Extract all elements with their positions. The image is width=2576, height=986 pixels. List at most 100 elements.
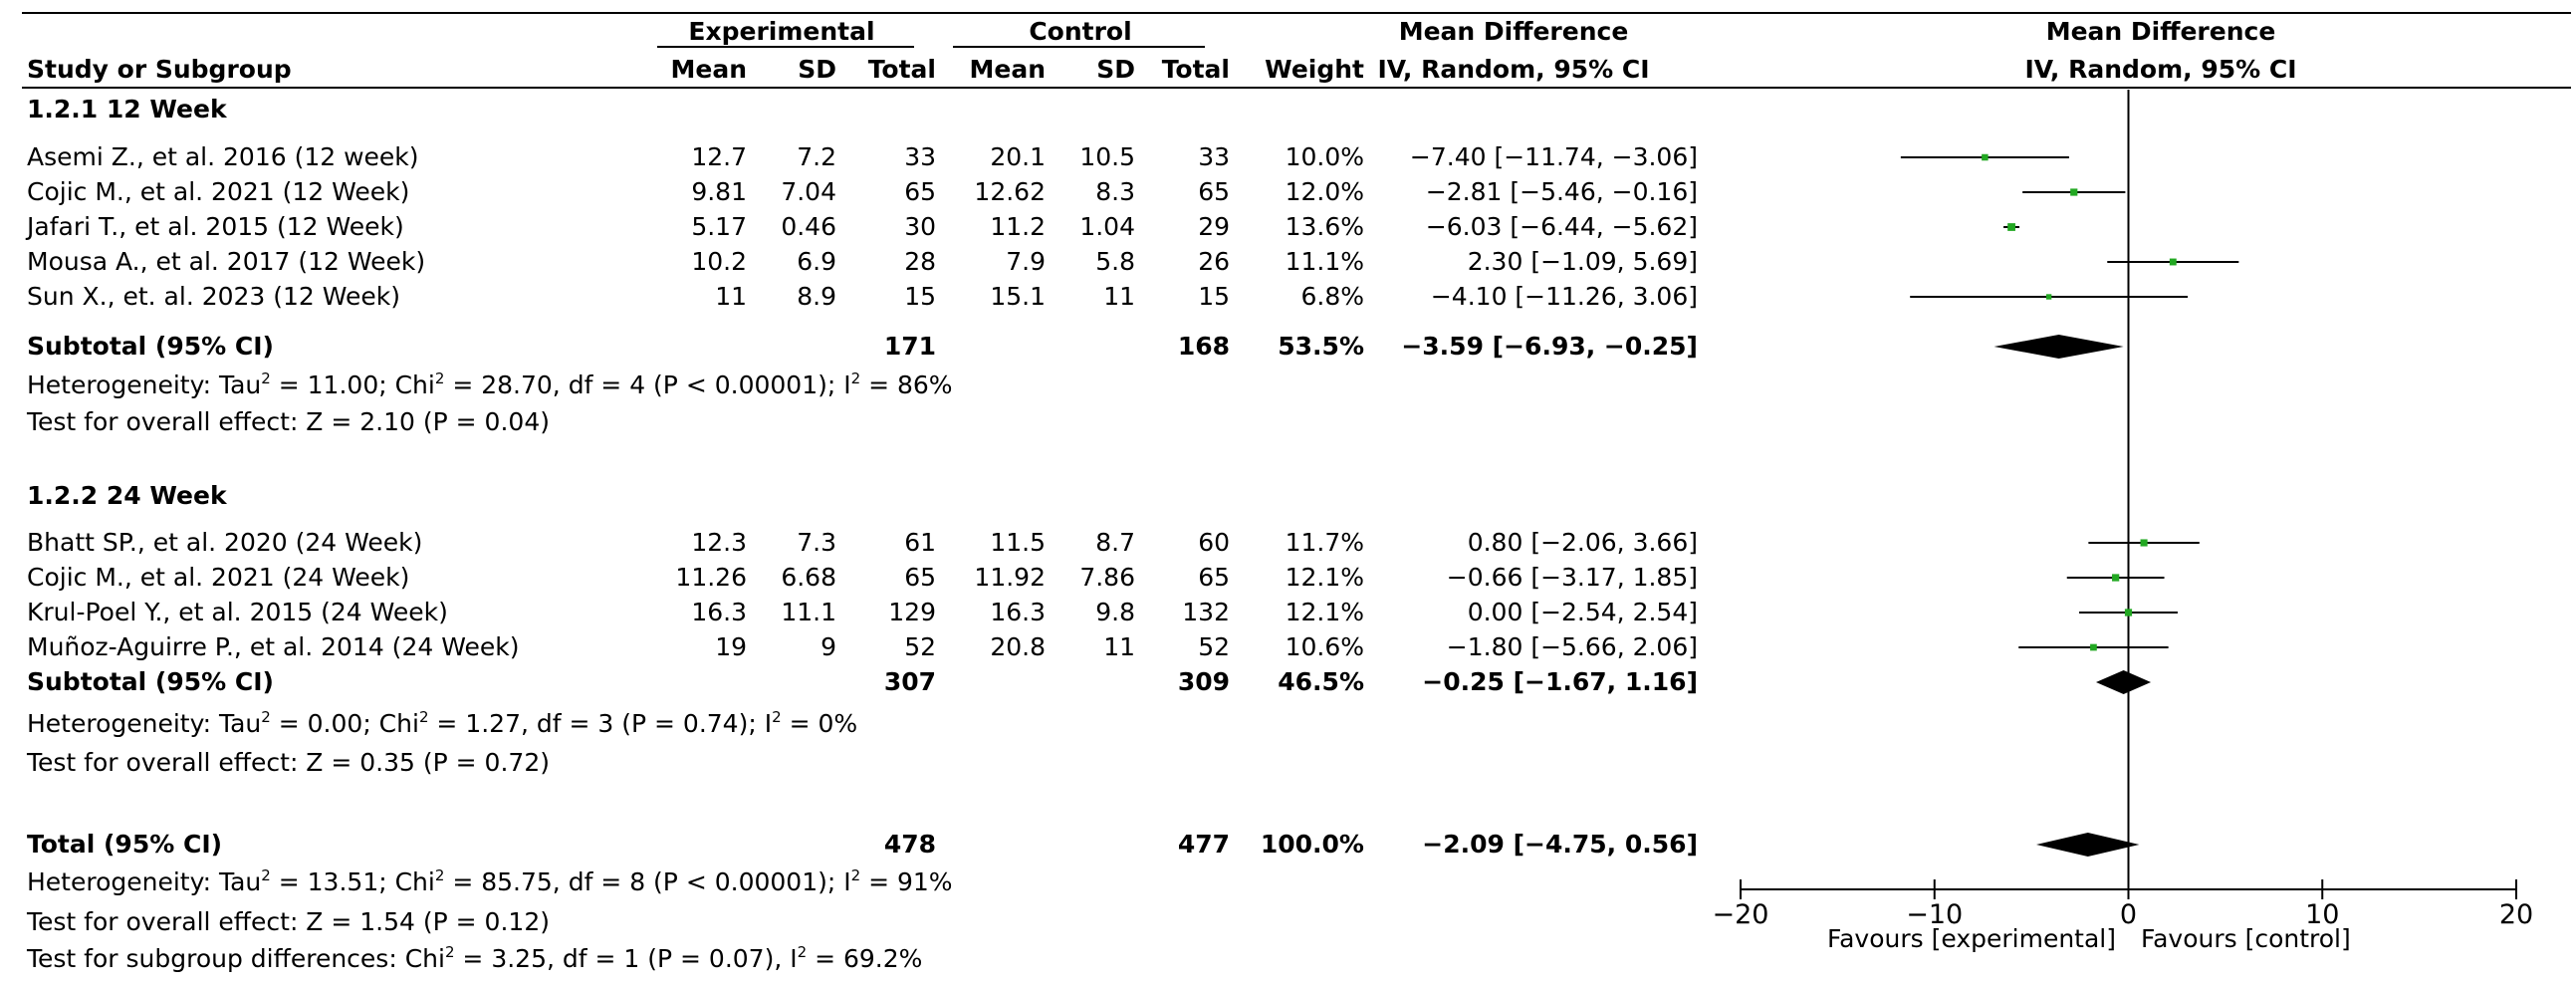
control-header: Control [1029, 17, 1132, 46]
exp-total: 30 [904, 212, 936, 241]
exp-sd: 7.04 [781, 177, 836, 206]
ctl-sd: 5.8 [1095, 247, 1135, 276]
study-weight: 11.7% [1285, 528, 1364, 557]
overall-effect-total: Test for overall effect: Z = 1.54 (P = 0… [27, 907, 550, 936]
x-tick-label: 10 [2305, 899, 2339, 930]
ctl-mean: 20.1 [990, 142, 1046, 171]
study-point [1982, 153, 1989, 161]
ctl-total: 65 [1198, 563, 1230, 592]
ctl-sd-header: SD [1096, 55, 1135, 84]
exp-sd-header: SD [798, 55, 836, 84]
heterogeneity-total: Heterogeneity: Tau2 = 13.51; Chi2 = 85.7… [27, 866, 953, 896]
ctl-sd: 7.86 [1079, 563, 1135, 592]
md-header-method: IV, Random, 95% CI [1377, 55, 1650, 84]
study-weight: 12.1% [1285, 563, 1364, 592]
study-ci: −6.03 [−6.44, −5.62] [1425, 212, 1698, 241]
study-name: Cojic M., et al. 2021 (24 Week) [27, 563, 410, 592]
ctl-sd: 11 [1103, 282, 1135, 311]
control-underline [953, 46, 1205, 48]
study-point [2090, 643, 2097, 651]
study-ci: −0.66 [−3.17, 1.85] [1446, 563, 1698, 592]
experimental-underline [657, 46, 914, 48]
exp-sd: 0.46 [781, 212, 836, 241]
exp-mean: 12.3 [691, 528, 747, 557]
study-name: Jafari T., et al. 2015 (12 Week) [27, 212, 404, 241]
ctl-total: 132 [1182, 598, 1230, 626]
study-weight: 12.0% [1285, 177, 1364, 206]
x-tick-label: 0 [2120, 899, 2137, 930]
total-label: Total (95% CI) [27, 830, 223, 859]
pooled-diamond [2035, 833, 2140, 857]
plot-header-method: IV, Random, 95% CI [2024, 55, 2297, 84]
exp-total: 28 [904, 247, 936, 276]
ctl-total: 60 [1198, 528, 1230, 557]
total-exp-total: 478 [883, 830, 936, 859]
study-weight: 11.1% [1285, 247, 1364, 276]
ctl-total: 52 [1198, 632, 1230, 661]
study-ci: 0.00 [−2.54, 2.54] [1467, 598, 1698, 626]
subtotal-label: Subtotal (95% CI) [27, 667, 274, 696]
ctl-total-header: Total [1161, 55, 1230, 84]
study-point [2007, 223, 2015, 231]
study-name: Muñoz-Aguirre P., et al. 2014 (24 Week) [27, 632, 520, 661]
x-tick-label: −20 [1713, 899, 1769, 930]
overall-effect-24-week: Test for overall effect: Z = 0.35 (P = 0… [27, 748, 550, 777]
exp-mean: 10.2 [691, 247, 747, 276]
ctl-mean: 11.2 [990, 212, 1046, 241]
study-name: Krul-Poel Y., et al. 2015 (24 Week) [27, 598, 448, 626]
exp-sd: 6.9 [797, 247, 836, 276]
exp-mean-header: Mean [670, 55, 747, 84]
ctl-sd: 1.04 [1079, 212, 1135, 241]
ctl-mean: 15.1 [990, 282, 1046, 311]
subtotal-weight: 46.5% [1278, 667, 1364, 696]
top-rule [22, 12, 2571, 14]
favours-experimental-label: Favours [experimental] [1827, 924, 2116, 953]
total-ctl-total: 477 [1177, 830, 1230, 859]
weight-header: Weight [1265, 55, 1364, 84]
exp-total: 33 [904, 142, 936, 171]
overall-effect-12-week: Test for overall effect: Z = 2.10 (P = 0… [27, 407, 550, 436]
ctl-mean: 7.9 [1006, 247, 1046, 276]
exp-mean: 16.3 [691, 598, 747, 626]
ctl-total: 29 [1198, 212, 1230, 241]
study-name: Cojic M., et al. 2021 (12 Week) [27, 177, 410, 206]
study-column-header: Study or Subgroup [27, 55, 292, 84]
exp-mean: 11.26 [675, 563, 747, 592]
exp-total: 65 [904, 177, 936, 206]
favours-control-label: Favours [control] [2141, 924, 2351, 953]
study-weight: 13.6% [1285, 212, 1364, 241]
heterogeneity-24-week: Heterogeneity: Tau2 = 0.00; Chi2 = 1.27,… [27, 708, 858, 738]
subtotal-ci: −3.59 [−6.93, −0.25] [1401, 332, 1698, 361]
subtotal-weight: 53.5% [1278, 332, 1364, 361]
exp-total: 65 [904, 563, 936, 592]
ctl-sd: 9.8 [1095, 598, 1135, 626]
study-ci: −7.40 [−11.74, −3.06] [1409, 142, 1698, 171]
exp-mean: 12.7 [691, 142, 747, 171]
ctl-total: 33 [1198, 142, 1230, 171]
subtotal-ctl-total: 309 [1177, 667, 1230, 696]
subtotal-ci: −0.25 [−1.67, 1.16] [1422, 667, 1698, 696]
study-ci: 2.30 [−1.09, 5.69] [1467, 247, 1698, 276]
exp-mean: 11 [715, 282, 747, 311]
ctl-total: 26 [1198, 247, 1230, 276]
subtotal-exp-total: 171 [883, 332, 936, 361]
study-name: Asemi Z., et al. 2016 (12 week) [27, 142, 419, 171]
ctl-mean: 12.62 [974, 177, 1046, 206]
study-weight: 6.8% [1300, 282, 1364, 311]
exp-sd: 9 [820, 632, 836, 661]
ctl-mean: 11.92 [974, 563, 1046, 592]
subgroup-differences: Test for subgroup differences: Chi2 = 3.… [27, 943, 923, 973]
exp-sd: 7.2 [797, 142, 836, 171]
study-name: Mousa A., et al. 2017 (12 Week) [27, 247, 426, 276]
exp-total: 52 [904, 632, 936, 661]
subtotal-label: Subtotal (95% CI) [27, 332, 274, 361]
experimental-header: Experimental [688, 17, 875, 46]
exp-sd: 6.68 [781, 563, 836, 592]
exp-mean: 9.81 [691, 177, 747, 206]
exp-total-header: Total [867, 55, 936, 84]
heterogeneity-12-week: Heterogeneity: Tau2 = 11.00; Chi2 = 28.7… [27, 370, 953, 399]
group-label-24-week: 1.2.2 24 Week [27, 481, 227, 510]
study-name: Bhatt SP., et al. 2020 (24 Week) [27, 528, 423, 557]
total-weight: 100.0% [1260, 830, 1364, 859]
